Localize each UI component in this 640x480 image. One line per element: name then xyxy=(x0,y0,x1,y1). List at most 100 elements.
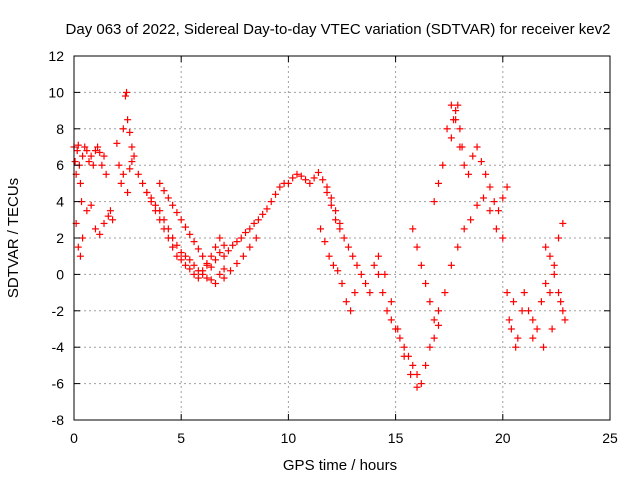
data-point xyxy=(254,216,262,224)
data-point xyxy=(409,361,417,369)
x-tick-label: 5 xyxy=(177,430,185,446)
data-point xyxy=(499,234,507,242)
data-point xyxy=(83,207,91,215)
data-point xyxy=(102,170,110,178)
data-point xyxy=(505,316,513,324)
data-points xyxy=(70,88,569,391)
data-point xyxy=(250,219,258,227)
data-point xyxy=(439,161,447,169)
data-point xyxy=(449,116,457,124)
data-point xyxy=(83,147,91,155)
data-point xyxy=(561,316,569,324)
y-tick-label: 6 xyxy=(56,157,64,173)
data-point xyxy=(557,298,565,306)
y-tick-label: -4 xyxy=(52,339,65,355)
data-point xyxy=(220,265,228,273)
data-point xyxy=(338,280,346,287)
data-point xyxy=(482,170,490,178)
data-point xyxy=(332,216,340,224)
y-axis: -8 -6 -4 -2 0 2 4 6 8 10 12 xyxy=(48,48,610,428)
data-point xyxy=(181,252,189,260)
data-point xyxy=(91,225,99,233)
data-point xyxy=(344,243,352,251)
data-point xyxy=(327,201,335,209)
data-point xyxy=(353,261,361,269)
data-point xyxy=(181,223,189,231)
data-point xyxy=(529,316,537,324)
data-point xyxy=(151,207,159,215)
data-point xyxy=(464,170,472,178)
data-point xyxy=(387,316,395,324)
data-point xyxy=(81,143,89,151)
data-point xyxy=(381,270,389,278)
data-point xyxy=(289,174,297,182)
data-point xyxy=(186,230,194,238)
data-point xyxy=(559,307,567,315)
data-point xyxy=(302,176,310,184)
data-point xyxy=(89,161,97,169)
data-point xyxy=(460,225,468,233)
data-point xyxy=(199,252,207,260)
data-point xyxy=(434,179,442,187)
y-tick-label: 0 xyxy=(56,266,64,282)
data-point xyxy=(454,243,462,251)
data-point xyxy=(495,207,503,215)
data-point xyxy=(503,289,511,297)
data-point xyxy=(366,289,374,297)
data-point xyxy=(394,325,402,333)
x-tick-label: 10 xyxy=(281,430,297,446)
data-point xyxy=(467,216,475,224)
data-point xyxy=(434,307,442,315)
data-point xyxy=(422,361,430,369)
data-point xyxy=(336,225,344,233)
data-point xyxy=(96,230,104,238)
data-point xyxy=(173,209,181,217)
data-point xyxy=(207,252,215,260)
data-point xyxy=(267,198,275,206)
data-point xyxy=(143,189,151,196)
data-point xyxy=(325,252,333,260)
data-point xyxy=(362,280,370,287)
data-point xyxy=(441,289,449,297)
data-point xyxy=(512,343,520,351)
y-tick-label: 4 xyxy=(56,194,64,210)
data-point xyxy=(113,139,121,147)
data-point xyxy=(203,274,211,282)
data-point xyxy=(233,238,241,246)
data-point xyxy=(417,261,425,269)
data-point xyxy=(224,247,232,255)
data-point xyxy=(169,243,177,251)
data-point xyxy=(413,243,421,251)
data-point xyxy=(334,267,342,275)
data-point xyxy=(349,252,357,260)
data-point xyxy=(156,179,164,187)
data-point xyxy=(518,307,526,315)
data-point xyxy=(342,298,350,306)
data-point xyxy=(177,216,185,224)
data-point xyxy=(473,201,481,209)
data-point xyxy=(430,198,438,206)
data-point xyxy=(351,289,359,297)
data-point xyxy=(263,205,271,213)
data-point xyxy=(426,343,434,351)
data-point xyxy=(499,194,507,202)
data-point xyxy=(486,183,494,191)
data-point xyxy=(507,325,515,333)
data-point xyxy=(233,259,241,267)
data-point xyxy=(379,289,387,297)
data-point xyxy=(109,216,117,224)
data-point xyxy=(323,189,331,196)
data-point xyxy=(454,101,462,109)
data-point xyxy=(104,212,112,220)
data-point xyxy=(537,298,545,306)
data-point xyxy=(542,280,550,287)
data-point xyxy=(207,263,215,271)
data-point xyxy=(216,249,224,257)
data-point xyxy=(96,148,104,156)
data-point xyxy=(510,298,518,306)
data-point xyxy=(492,225,500,233)
data-point xyxy=(520,289,528,297)
data-point xyxy=(87,201,95,209)
data-point xyxy=(194,274,202,282)
